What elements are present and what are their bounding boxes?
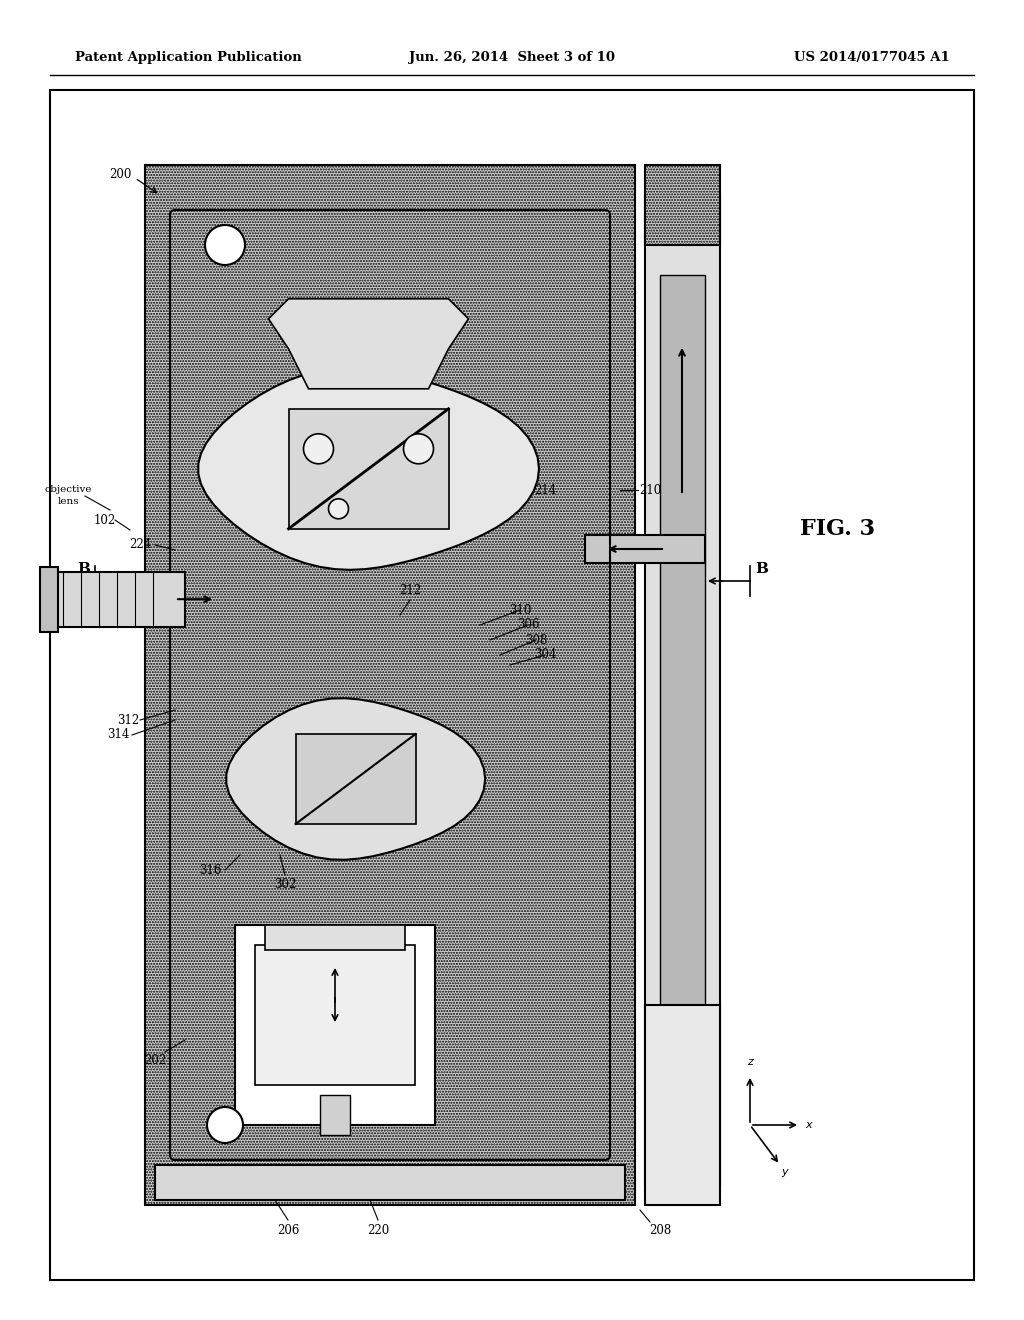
Polygon shape xyxy=(226,698,485,859)
Text: 218: 218 xyxy=(488,424,511,437)
Text: 200: 200 xyxy=(109,169,131,181)
Bar xyxy=(585,535,705,564)
Text: objective: objective xyxy=(44,486,92,495)
Text: 302: 302 xyxy=(273,879,296,891)
Text: 210: 210 xyxy=(639,483,662,496)
Text: 208: 208 xyxy=(649,1224,671,1237)
Bar xyxy=(55,572,185,627)
Circle shape xyxy=(303,434,334,463)
Text: lens: lens xyxy=(57,498,79,507)
Polygon shape xyxy=(268,298,469,389)
Text: 310: 310 xyxy=(509,603,531,616)
Text: x: x xyxy=(805,1119,812,1130)
Bar xyxy=(645,1005,720,1205)
Bar xyxy=(40,568,58,632)
Bar xyxy=(660,275,705,1135)
Text: 102: 102 xyxy=(94,513,116,527)
Text: y: y xyxy=(781,1167,788,1177)
Bar xyxy=(234,925,435,1125)
Bar xyxy=(296,734,416,824)
Text: 306: 306 xyxy=(517,619,540,631)
Text: 206: 206 xyxy=(276,1224,299,1237)
Text: Patent Application Publication: Patent Application Publication xyxy=(75,51,302,65)
Circle shape xyxy=(329,499,348,519)
Text: B: B xyxy=(77,562,90,576)
Bar xyxy=(645,165,720,246)
Text: 308: 308 xyxy=(525,634,547,647)
Text: 212: 212 xyxy=(399,583,421,597)
Polygon shape xyxy=(199,368,539,570)
Text: 202: 202 xyxy=(144,1053,166,1067)
Circle shape xyxy=(207,1107,243,1143)
Text: Jun. 26, 2014  Sheet 3 of 10: Jun. 26, 2014 Sheet 3 of 10 xyxy=(409,51,615,65)
Circle shape xyxy=(205,224,245,265)
Text: 312: 312 xyxy=(117,714,139,726)
Text: z: z xyxy=(748,1057,753,1067)
Text: 314: 314 xyxy=(106,729,129,742)
Bar xyxy=(289,409,449,529)
Bar xyxy=(645,195,720,1185)
Bar xyxy=(155,1166,625,1200)
Text: 214: 214 xyxy=(534,483,556,496)
Bar xyxy=(265,925,406,950)
Text: US 2014/0177045 A1: US 2014/0177045 A1 xyxy=(795,51,950,65)
Text: 224: 224 xyxy=(129,539,152,552)
Text: FIG. 3: FIG. 3 xyxy=(800,517,874,540)
Text: 220: 220 xyxy=(367,1224,389,1237)
Bar xyxy=(319,1096,350,1135)
Text: B: B xyxy=(755,562,768,576)
Circle shape xyxy=(403,434,433,463)
Bar xyxy=(255,945,415,1085)
Text: 304: 304 xyxy=(534,648,556,661)
Text: 316: 316 xyxy=(199,863,221,876)
Text: 216: 216 xyxy=(499,449,521,462)
Bar xyxy=(145,165,635,1205)
